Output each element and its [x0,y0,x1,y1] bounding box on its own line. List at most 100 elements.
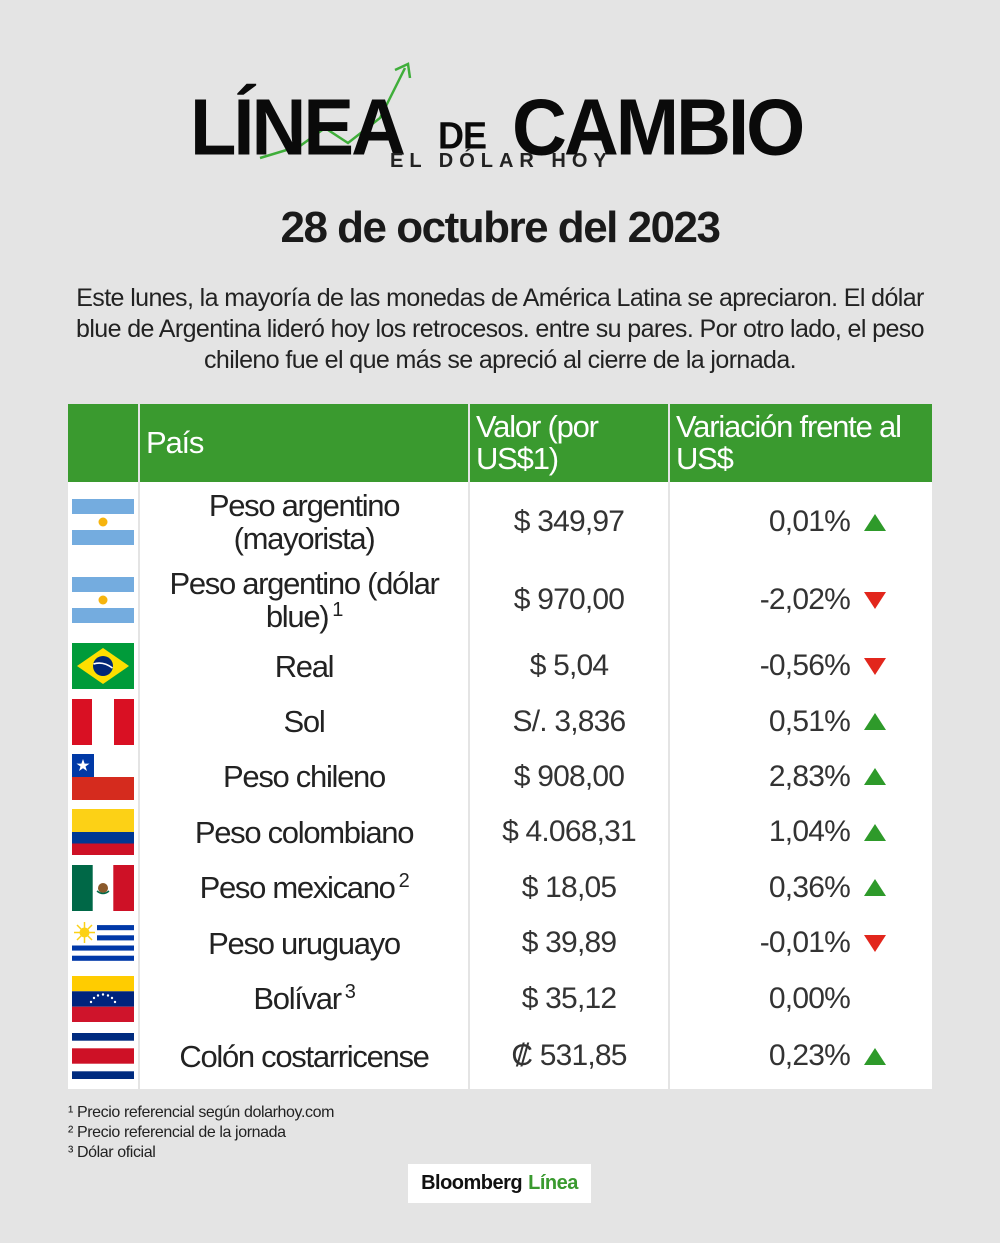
chile-flag [72,753,134,800]
mexico-flag [72,864,134,911]
country-cell: Peso argentino (dólar blue) 1 [140,562,468,638]
logo-word-cambio: CAMBIO [512,82,805,173]
arrow-up-icon [864,823,886,841]
flag-cell [72,749,134,804]
country-cell: Peso mexicano 2 [140,860,468,915]
footnote: ² Precio referencial de la jornada [68,1124,286,1141]
header-value: Valor (por US$1) [476,409,599,476]
flag-cell [72,804,134,860]
value-cell: $ 4.068,31 [502,815,637,848]
country-cell: Sol [140,694,468,749]
table-row: Peso uruguayo $ 39,89 -0,01% [68,915,932,971]
arrow-up-icon [864,713,886,730]
variation-cell: -2,02% [759,583,851,616]
uruguay-flag [72,920,134,966]
flag-cell [72,638,134,694]
header-country: País [146,425,204,460]
table-row: Colón costarricense ₡ 531,85 0,23% [68,1026,932,1086]
arrow-down-icon [864,934,886,952]
logo-subtitle: EL DÓLAR HOY [390,150,613,172]
intro-paragraph: Este lunes, la mayoría de las monedas de… [76,284,925,374]
country-cell: Peso chileno [140,749,468,804]
variation-cell: 2,83% [768,759,851,793]
peru-flag [72,698,134,745]
column-divider [668,404,670,1089]
logo: LÍNEA DE CAMBIO EL DÓLAR HOY [190,58,850,178]
arrow-up-icon [864,513,886,531]
country-cell: Peso colombiano [140,804,468,860]
country-name: Peso uruguayo [208,925,401,961]
trend-line-icon [259,62,412,160]
header-variation: Variación frente al US$ [676,409,902,476]
variation-cell: 0,23% [768,1039,851,1072]
footnote-marker: 2 [398,869,410,892]
footnote: ¹ Precio referencial según dolarhoy.com [68,1104,335,1121]
variation-cell: 0,01% [768,505,851,538]
footnote: ³ Dólar oficial [68,1144,156,1161]
colombia-flag [72,809,134,855]
brand-name: Bloomberg [421,1172,523,1194]
costa-rica-flag [72,1033,134,1079]
value-cell: $ 5,04 [529,649,609,682]
direction-cell [858,971,892,1026]
value-cell: $ 349,97 [513,505,625,538]
country-name: Real [274,648,335,684]
direction-cell [858,482,892,562]
direction-cell [858,915,892,971]
footnotes: ¹ Precio referencial según dolarhoy.com … [68,1103,334,1163]
flag-cell [72,694,134,749]
brand-logo: Bloomberg Línea [408,1164,591,1203]
direction-cell [858,860,892,915]
value-cell: $ 908,00 [513,759,625,793]
page-date: 28 de octubre del 2023 [280,203,722,252]
flag-cell [72,860,134,915]
variation-cell: -0,56% [759,649,851,682]
value-cell: S/. 3,836 [512,704,627,738]
table-row: Sol S/. 3,836 0,51% [68,694,932,749]
arrow-down-icon [864,657,886,675]
country-name: Peso mexicano [199,870,396,905]
footnote-marker: 3 [344,980,356,1003]
table-row: Peso argentino (mayorista) $ 349,97 0,01% [68,482,932,562]
table-row: Peso chileno $ 908,00 2,83% [68,749,932,804]
direction-cell [858,1026,892,1086]
brazil-flag [72,643,134,689]
table-row: Real $ 5,04 -0,56% [68,638,932,694]
exchange-rate-table: País Valor (por US$1) Variación frente a… [68,404,932,1089]
flag-cell [72,1026,134,1086]
flag-cell [72,482,134,562]
logo-word-de: DE [438,113,487,157]
table-row: Bolívar 3 $ 35,12 0,00% [68,971,932,1026]
country-name: Sol [283,704,326,739]
variation-cell: -0,01% [759,926,851,959]
flag-cell [72,915,134,971]
arrow-up-icon [864,1047,886,1065]
country-name: Peso chileno [223,759,386,794]
table-row: Peso mexicano 2 $ 18,05 0,36% [68,860,932,915]
variation-cell: 0,51% [768,704,851,738]
country-cell: Colón costarricense [140,1026,468,1086]
brand-accent: Línea [528,1172,578,1194]
footnote-marker: 1 [332,598,343,621]
column-divider [468,404,470,1089]
table-header: País Valor (por US$1) Variación frente a… [68,404,932,482]
direction-cell [858,562,892,638]
flag-cell [72,562,134,638]
variation-cell: 0,36% [768,870,851,904]
column-divider [138,404,140,1089]
country-name: Peso colombiano [194,814,415,850]
argentina-flag [72,499,134,545]
value-cell: $ 39,89 [521,926,617,959]
country-name: Peso argentino (dólar blue) [169,566,439,634]
variation-cell: 0,00% [768,981,851,1015]
direction-cell [858,804,892,860]
direction-cell [858,694,892,749]
header-flag-cell [68,404,138,482]
country-cell: Peso uruguayo [140,915,468,971]
arrow-up-icon [864,768,886,785]
value-cell: $ 35,12 [521,981,617,1015]
country-name: Colón costarricense [179,1038,430,1074]
value-cell: $ 970,00 [513,583,625,616]
table-row: Peso argentino (dólar blue) 1 $ 970,00 -2,0… [68,562,932,638]
value-cell: $ 18,05 [521,870,617,904]
